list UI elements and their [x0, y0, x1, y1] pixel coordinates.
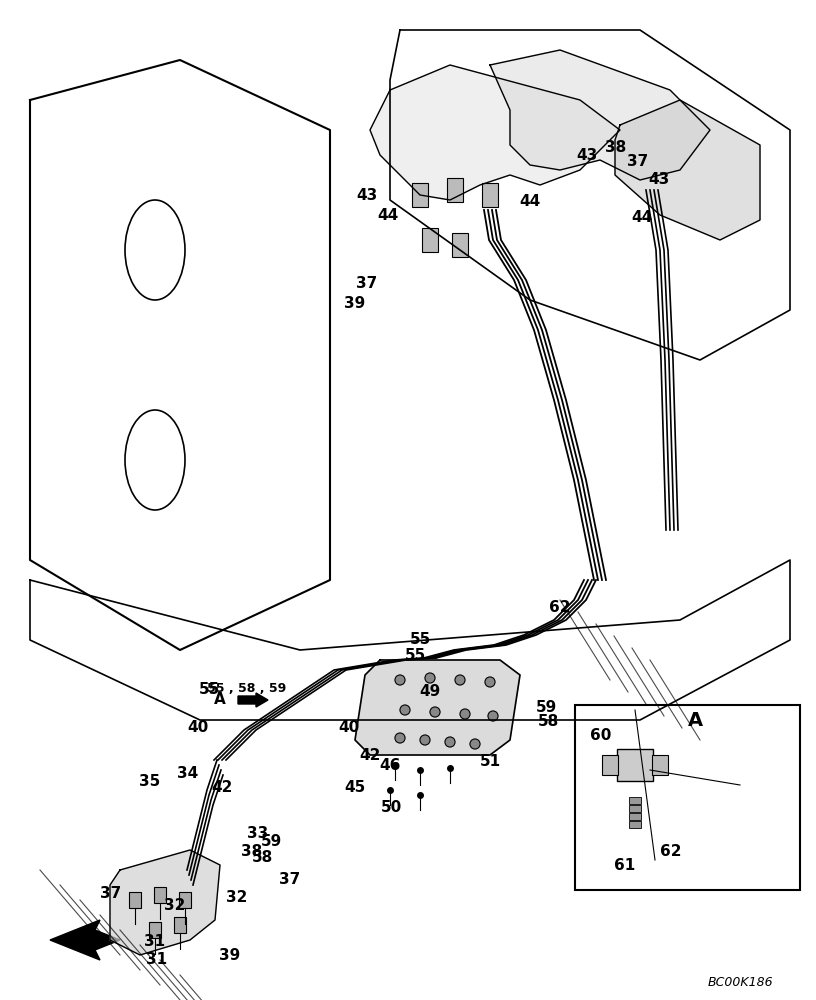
- Text: 55: 55: [410, 633, 431, 648]
- Text: 55: 55: [198, 682, 220, 698]
- Bar: [174, 917, 186, 933]
- Bar: [617, 749, 653, 781]
- Text: 59: 59: [260, 834, 282, 848]
- Text: 44: 44: [632, 210, 653, 225]
- Text: 58: 58: [251, 850, 273, 864]
- Text: 35: 35: [140, 774, 161, 788]
- Text: 43: 43: [357, 188, 378, 202]
- Text: 58: 58: [538, 714, 559, 730]
- Text: 46: 46: [379, 758, 401, 774]
- Bar: [149, 922, 161, 938]
- Bar: [412, 183, 428, 207]
- Circle shape: [400, 705, 410, 715]
- Text: 60: 60: [590, 728, 612, 744]
- Text: 43: 43: [649, 172, 670, 188]
- Text: 37: 37: [279, 872, 300, 888]
- Text: A: A: [214, 692, 226, 708]
- Text: 37: 37: [628, 154, 649, 169]
- Text: BC00K186: BC00K186: [707, 976, 773, 988]
- Circle shape: [445, 737, 455, 747]
- Bar: [575, 705, 800, 890]
- Polygon shape: [490, 50, 710, 180]
- Text: 62: 62: [549, 600, 570, 615]
- Polygon shape: [110, 850, 220, 955]
- Text: 31: 31: [146, 952, 167, 968]
- Text: 42: 42: [359, 748, 381, 764]
- Bar: [602, 755, 618, 775]
- Bar: [452, 233, 468, 257]
- Text: 37: 37: [100, 886, 122, 900]
- Text: 39: 39: [220, 948, 241, 964]
- Polygon shape: [370, 65, 620, 200]
- Bar: [129, 892, 141, 908]
- Text: 45: 45: [344, 780, 366, 796]
- Circle shape: [488, 711, 498, 721]
- Text: 40: 40: [339, 720, 360, 736]
- Text: 39: 39: [344, 296, 366, 310]
- Text: 49: 49: [419, 684, 441, 698]
- Text: 38: 38: [242, 844, 263, 859]
- Text: 32: 32: [226, 890, 248, 904]
- Text: 37: 37: [357, 275, 378, 290]
- FancyArrow shape: [238, 693, 268, 707]
- Circle shape: [395, 675, 405, 685]
- Text: 34: 34: [177, 766, 198, 780]
- Text: 43: 43: [576, 147, 597, 162]
- Text: 31: 31: [144, 934, 166, 950]
- Text: 44: 44: [519, 194, 541, 210]
- Circle shape: [485, 677, 495, 687]
- Circle shape: [395, 733, 405, 743]
- Text: 50: 50: [380, 800, 401, 816]
- Text: 40: 40: [188, 720, 209, 736]
- Circle shape: [430, 707, 440, 717]
- Circle shape: [425, 673, 435, 683]
- Polygon shape: [355, 660, 520, 755]
- Text: A: A: [687, 710, 703, 730]
- Text: 62: 62: [660, 844, 681, 858]
- Text: 61: 61: [614, 858, 636, 874]
- Circle shape: [420, 735, 430, 745]
- Text: 32: 32: [164, 898, 186, 912]
- Bar: [482, 183, 498, 207]
- Text: 59: 59: [535, 700, 557, 716]
- Bar: [629, 797, 641, 804]
- Text: 33: 33: [247, 826, 268, 840]
- Bar: [652, 755, 668, 775]
- Text: 55 , 58 , 59: 55 , 58 , 59: [207, 682, 286, 694]
- Polygon shape: [615, 100, 760, 240]
- Bar: [422, 228, 438, 252]
- Circle shape: [460, 709, 470, 719]
- Polygon shape: [50, 920, 120, 960]
- Circle shape: [455, 675, 465, 685]
- Text: 44: 44: [377, 208, 399, 223]
- Text: 42: 42: [211, 780, 233, 796]
- Bar: [629, 805, 641, 812]
- Circle shape: [470, 739, 480, 749]
- Bar: [179, 892, 191, 908]
- Text: 38: 38: [605, 140, 627, 155]
- Text: 55: 55: [405, 648, 426, 662]
- Text: 51: 51: [480, 754, 500, 768]
- Bar: [629, 813, 641, 820]
- Bar: [447, 178, 463, 202]
- Bar: [154, 887, 166, 903]
- Bar: [629, 821, 641, 828]
